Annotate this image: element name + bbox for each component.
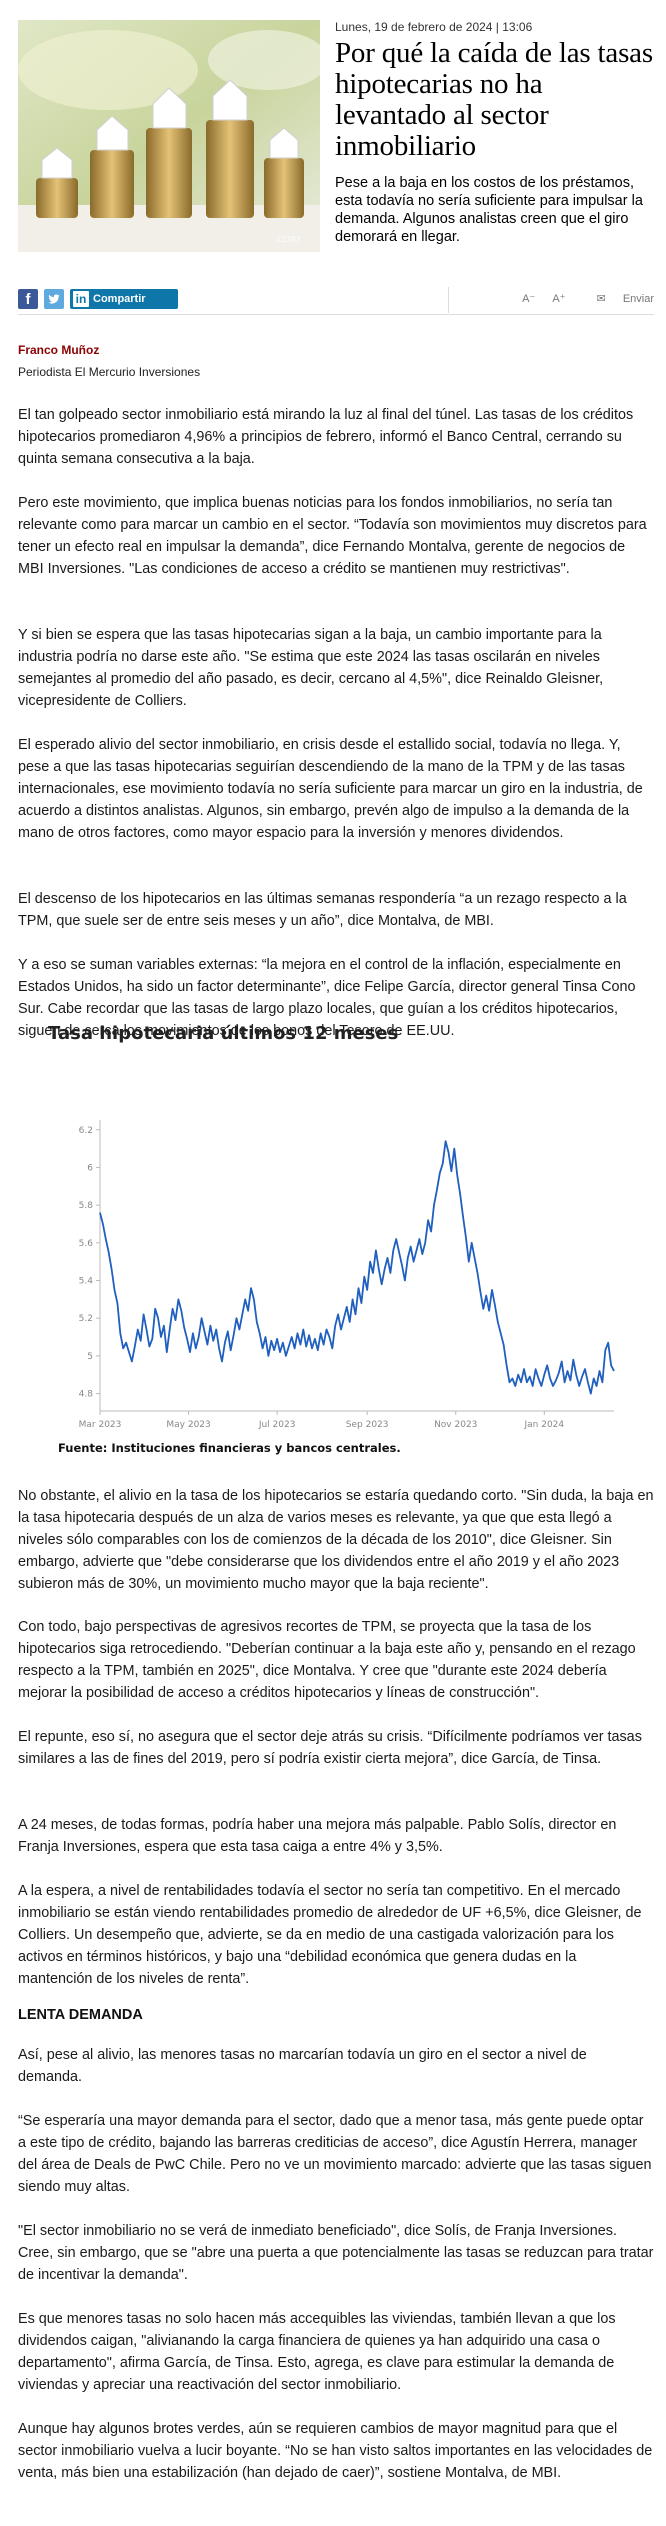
chart-title: Tasa hipotecaria últimos 12 meses	[48, 1023, 399, 1044]
body-paragraph: A la espera, a nivel de rentabilidades t…	[18, 1883, 642, 1987]
houses-on-coins-photo: 123RF	[18, 20, 320, 252]
envelope-icon: ✉	[596, 293, 606, 305]
body-paragraph: “Se esperaría una mayor demanda para el …	[18, 2113, 652, 2195]
x-tick-label: Mar 2023	[79, 1420, 122, 1430]
x-tick-label: Jul 2023	[258, 1420, 296, 1430]
linkedin-icon: in	[73, 291, 89, 307]
body-paragraph: Así, pese al alivio, las menores tasas n…	[18, 2047, 587, 2085]
mortgage-rate-chart: 4.8 5 5.2 5.4 5.6 5.8 6 6.2 Mar 2023 May 2023 Jul …	[18, 1018, 654, 1473]
body-paragraph: Y a eso se suman variables externas: “la…	[18, 957, 636, 1039]
chart-source: Fuente: Instituciones financieras y banc…	[58, 1441, 401, 1455]
share-divider	[448, 287, 449, 313]
body-paragraph: A 24 meses, de todas formas, podría habe…	[18, 1817, 617, 1855]
headline: Por qué la caída de las tasas hipotecari…	[335, 37, 653, 162]
svg-text:123RF: 123RF	[276, 235, 302, 244]
y-tick-label: 5	[87, 1352, 93, 1362]
x-tick-label: Nov 2023	[434, 1420, 477, 1430]
send-button[interactable]: ✉ Enviar	[583, 293, 654, 305]
dateline: Lunes, 19 de febrero de 2024 | 13:06	[335, 20, 533, 34]
house-models	[41, 79, 299, 179]
body-paragraph: El repunte, eso sí, no asegura que el se…	[18, 1729, 642, 1767]
body-paragraph: Es que menores tasas no solo hacen más a…	[18, 2311, 616, 2393]
y-tick-label: 6.2	[79, 1126, 93, 1136]
y-tick-label: 5.2	[79, 1314, 93, 1324]
section-subhead: LENTA DEMANDA	[18, 2007, 143, 2023]
body-paragraph: "El sector inmobiliario no se verá de in…	[18, 2223, 654, 2283]
x-tick-label: Jan 2024	[523, 1420, 564, 1430]
body-paragraph: No obstante, el alivio en la tasa de los…	[18, 1488, 654, 1592]
linkedin-share-button[interactable]: in Compartir	[70, 289, 178, 309]
article-tools: A⁻ A⁺ ✉ Enviar	[508, 292, 654, 305]
share-bar: f in Compartir A⁻ A⁺ ✉ Enviar	[18, 287, 654, 315]
y-tick-label: 5.4	[79, 1277, 94, 1287]
y-tick-label: 5.6	[79, 1239, 94, 1249]
facebook-icon: f	[25, 291, 31, 308]
twitter-share-button[interactable]	[44, 289, 64, 309]
lede: Pese a la baja en los costos de los prés…	[335, 175, 643, 245]
font-decrease-button[interactable]: A⁻	[522, 293, 536, 305]
body-paragraph: Pero este movimiento, que implica buenas…	[18, 495, 647, 577]
body-paragraph: Aunque hay algunos brotes verdes, aún se…	[18, 2421, 653, 2481]
y-tick-label: 6	[87, 1163, 93, 1173]
coin-stacks	[36, 120, 304, 218]
x-tick-label: Sep 2023	[346, 1420, 389, 1430]
linkedin-share-label: Compartir	[93, 293, 146, 305]
chart-canvas: 4.8 5 5.2 5.4 5.6 5.8 6 6.2 Mar 2023 May 2023 Jul …	[79, 1120, 615, 1430]
body-paragraph: El esperado alivio del sector inmobiliar…	[18, 737, 643, 841]
x-tick-label: May 2023	[166, 1420, 210, 1430]
send-label: Enviar	[622, 293, 654, 305]
hero-image: 123RF	[18, 20, 320, 252]
body-paragraph: El tan golpeado sector inmobiliario está…	[18, 407, 634, 467]
y-tick-label: 5.8	[79, 1201, 94, 1211]
body-paragraph: Con todo, bajo perspectivas de agresivos…	[18, 1619, 636, 1701]
twitter-icon	[48, 294, 60, 304]
facebook-share-button[interactable]: f	[18, 289, 38, 309]
font-increase-button[interactable]: A⁺	[552, 293, 566, 305]
article-header: Lunes, 19 de febrero de 2024 | 13:06 Por…	[335, 20, 653, 246]
body-paragraph: Y si bien se espera que las tasas hipote…	[18, 627, 604, 709]
series-line	[99, 1140, 615, 1395]
author-name[interactable]: Franco Muñoz	[18, 343, 100, 357]
body-paragraph: El descenso de los hipotecarios en las ú…	[18, 891, 627, 929]
author-role: Periodista El Mercurio Inversiones	[18, 365, 201, 379]
share-bar-rule	[18, 314, 654, 315]
y-tick-label: 4.8	[79, 1390, 94, 1400]
